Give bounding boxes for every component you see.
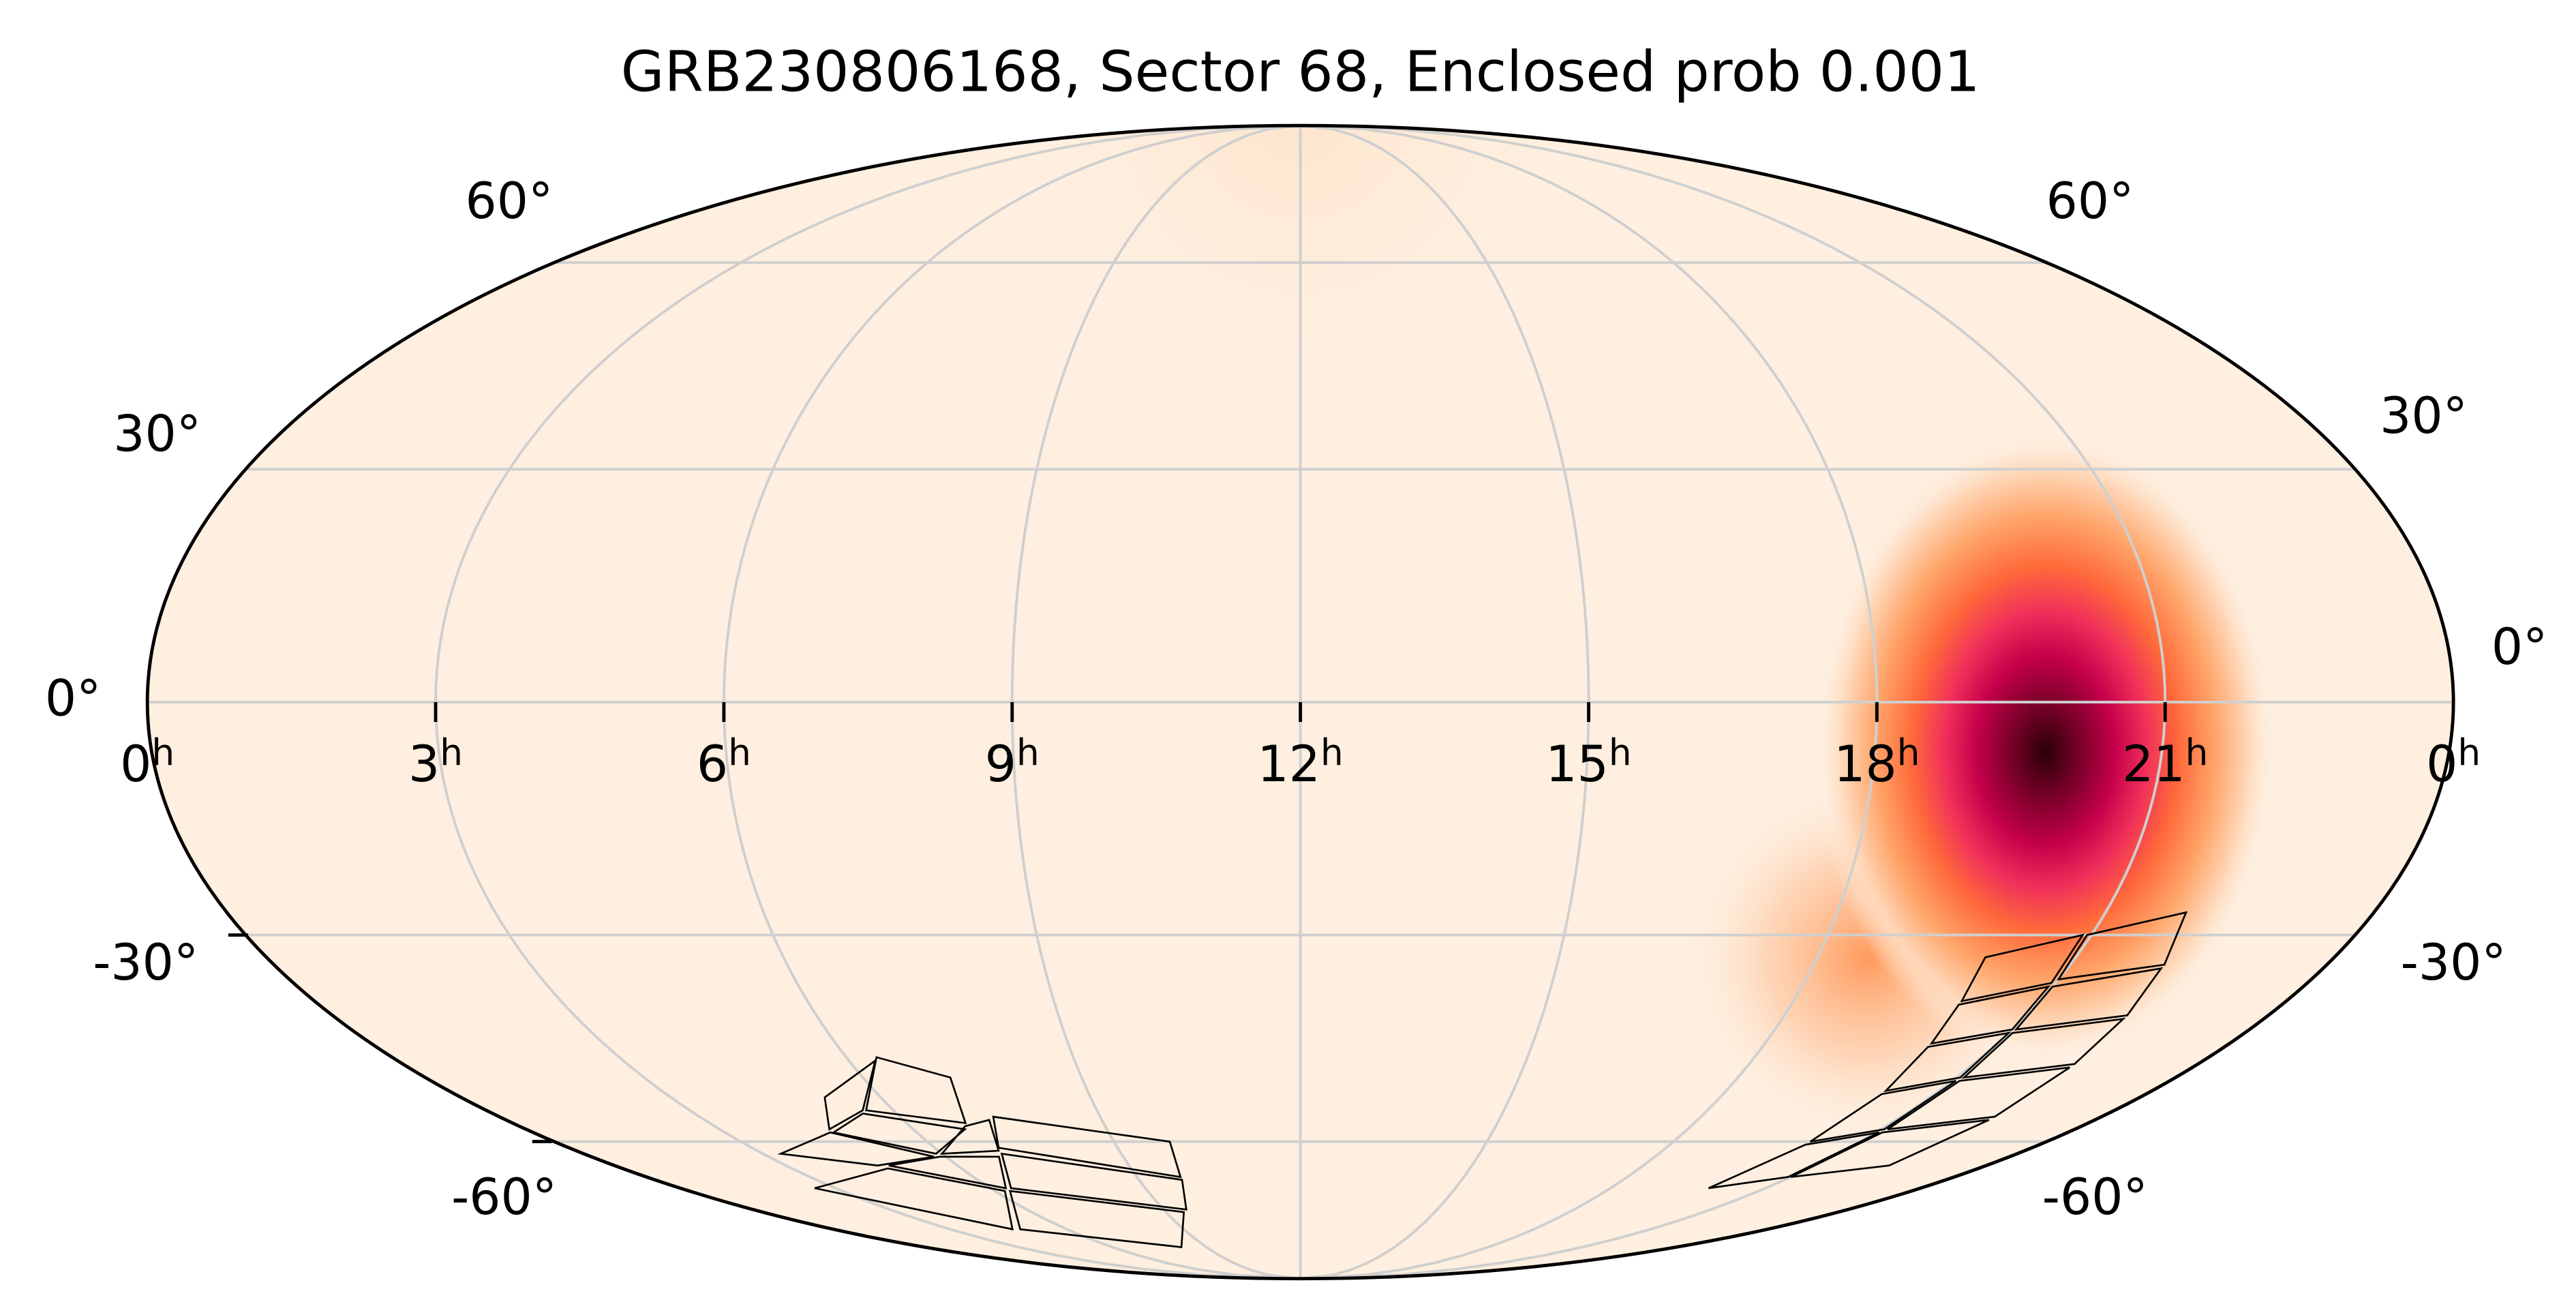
ra-tick-label-1: 21h	[2122, 731, 2208, 793]
dec-right-label-2: 0°	[2491, 619, 2548, 676]
probability-map	[147, 125, 2454, 1279]
ra-tick-value: 15	[1545, 736, 1609, 793]
ra-tick-unit: h	[1016, 731, 1040, 774]
dec-axis-right: 60° 30° 0° -30° -60°	[2042, 173, 2548, 1226]
footprint-left-6	[1887, 1066, 2071, 1130]
footprint-left-1	[1960, 933, 2085, 1003]
dec-axis-left: 60° 30° 0° -30° -60°	[45, 173, 557, 1226]
dec-left-label-1: 30°	[113, 406, 201, 464]
ra-tick-unit: h	[151, 731, 175, 774]
ra-tick-label-3: 15h	[1545, 731, 1631, 793]
ra-tick-label-6: 6h	[697, 731, 751, 793]
ra-tick-label-7: 3h	[408, 731, 463, 793]
ra-tick-label-2: 18h	[1834, 731, 1920, 793]
ra-tick-value: 0	[120, 736, 151, 793]
ra-tick-value: 18	[1834, 736, 1897, 793]
footprint-left-5	[1883, 1031, 2012, 1093]
ra-tick-unit: h	[2457, 731, 2481, 774]
dec-left-label-3: -30°	[93, 935, 198, 992]
footprint-right-9	[814, 1167, 1014, 1230]
footprint-left-4	[1961, 1017, 2126, 1079]
dec-right-label-1: 30°	[2380, 388, 2468, 445]
ra-tick-label-5: 9h	[985, 731, 1040, 793]
footprint-left-2	[2014, 967, 2164, 1031]
footprint-left-8	[1790, 1119, 1990, 1178]
dec-left-label-0: 60°	[465, 173, 553, 230]
ra-tick-unit: h	[2185, 731, 2209, 774]
graticule	[147, 125, 2454, 1279]
footprint-right-7	[777, 1131, 935, 1167]
dec-left-label-4: -60°	[451, 1169, 557, 1226]
projection-outline	[145, 123, 2455, 1281]
ra-tick-unit: h	[440, 731, 463, 774]
footprint-right-5	[1000, 1152, 1187, 1211]
tess-sector-footprints	[777, 911, 2188, 1248]
ra-tick-value: 0	[2426, 736, 2457, 793]
ra-tick-value: 6	[697, 736, 728, 793]
footprint-right-0	[865, 1056, 967, 1125]
ra-tick-value: 9	[985, 736, 1016, 793]
ra-tick-unit: h	[728, 731, 751, 774]
footprint-left-0	[2057, 911, 2188, 981]
dec-left-label-2: 0°	[45, 670, 102, 727]
footprint-right-1	[823, 1058, 877, 1131]
ra-tick-label-0: 0h	[120, 731, 175, 793]
probability-blob	[1714, 391, 2376, 1102]
footprint-left-9	[1708, 1131, 1880, 1190]
footprint-right-3	[939, 1119, 1000, 1155]
ra-tick-unit: h	[1897, 731, 1920, 774]
ra-tick-value: 12	[1258, 736, 1321, 793]
ra-tick-unit: h	[1609, 731, 1632, 774]
ra-tick-label-4: 12h	[1258, 731, 1344, 793]
footprint-left-7	[1809, 1080, 1957, 1143]
footprint-left-3	[1929, 985, 2051, 1045]
dec-right-label-0: 60°	[2046, 173, 2134, 230]
chart-title: GRB230806168, Sector 68, Enclosed prob 0…	[621, 40, 1980, 104]
footprint-right-8	[1008, 1190, 1185, 1248]
ra-tick-unit: h	[1320, 731, 1344, 774]
ra-tick-value: 3	[408, 736, 440, 793]
footprint-right-6	[888, 1155, 1007, 1190]
ra-tick-label-8: 0h	[2426, 731, 2481, 793]
dec-right-label-4: -60°	[2042, 1169, 2148, 1226]
ra-tick-value: 21	[2122, 736, 2185, 793]
dec-right-label-3: -30°	[2401, 935, 2506, 992]
